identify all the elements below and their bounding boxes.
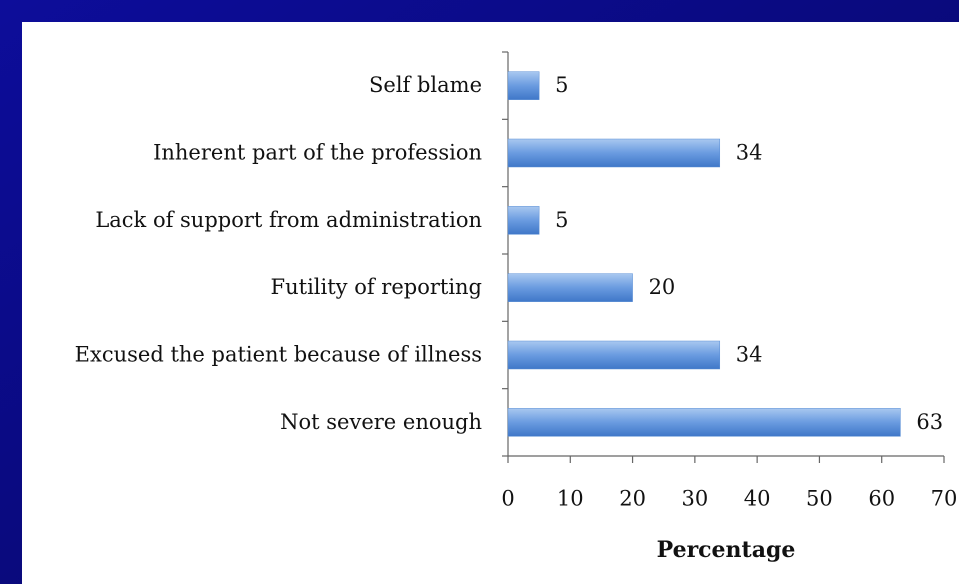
- x-tick-label: 70: [931, 487, 958, 511]
- data-label: 34: [736, 141, 763, 165]
- x-axis-label: Percentage: [657, 537, 796, 563]
- y-tick-label: Futility of reporting: [271, 275, 482, 299]
- bar: [507, 408, 901, 437]
- y-tick-label: Self blame: [369, 73, 482, 97]
- x-tick-label: 30: [681, 487, 708, 511]
- x-tick-label: 10: [557, 487, 584, 511]
- data-label: 20: [649, 275, 676, 299]
- bar: [507, 138, 721, 168]
- y-tick-label: Excused the patient because of illness: [75, 343, 482, 367]
- bar: [507, 273, 633, 302]
- x-tick-label: 20: [619, 487, 646, 511]
- x-tick-label: 0: [501, 487, 514, 511]
- y-tick-label: Not severe enough: [280, 410, 482, 434]
- x-tick-label: 60: [868, 487, 895, 511]
- y-tick-label: Lack of support from administration: [95, 208, 482, 232]
- bar: [507, 340, 721, 370]
- x-tick-label: 40: [744, 487, 771, 511]
- x-tick-label: 50: [806, 487, 833, 511]
- y-tick-label: Inherent part of the profession: [153, 141, 482, 165]
- data-label: 63: [916, 410, 943, 434]
- chart-panel: [22, 22, 959, 584]
- bar: [507, 71, 540, 100]
- data-label: 34: [736, 343, 763, 367]
- data-label: 5: [555, 73, 568, 97]
- data-label: 5: [555, 208, 568, 232]
- bar: [507, 206, 540, 235]
